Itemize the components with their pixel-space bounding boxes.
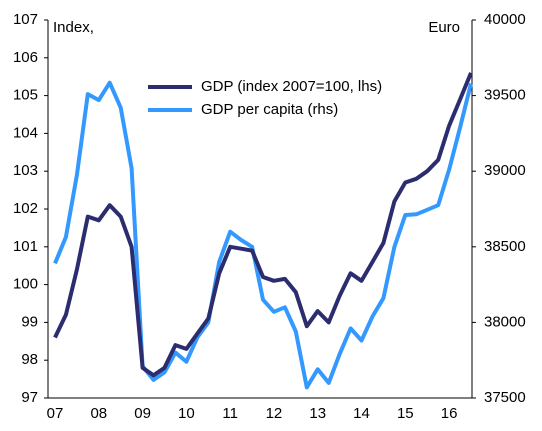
x-tick-label: 07 — [47, 405, 64, 422]
y-tick-label: 105 — [13, 87, 38, 104]
y-tick-label: 104 — [13, 124, 38, 141]
y-tick-label: 98 — [21, 351, 38, 368]
series-line — [53, 72, 473, 378]
x-tick-label: 16 — [441, 405, 458, 422]
y-axis-title: Index, — [53, 19, 94, 36]
y-tick-label: 101 — [13, 238, 38, 255]
x-tick-label: 12 — [266, 405, 283, 422]
y-tick-label: 102 — [13, 200, 38, 217]
y2-tick-label: 40000 — [484, 11, 526, 28]
y2-tick-label: 37500 — [484, 389, 526, 406]
y-tick-label: 106 — [13, 49, 38, 66]
y2-tick-label: 39500 — [484, 87, 526, 104]
x-tick-label: 10 — [178, 405, 195, 422]
x-tick-label: 15 — [397, 405, 414, 422]
y-tick-label: 99 — [21, 313, 38, 330]
x-tick-label: 08 — [90, 405, 107, 422]
y-tick-label: 103 — [13, 162, 38, 179]
y-tick-label: 100 — [13, 276, 38, 293]
x-tick-label: 13 — [309, 405, 326, 422]
y2-tick-label: 38000 — [484, 313, 526, 330]
x-tick-label: 14 — [353, 405, 370, 422]
x-tick-label: 09 — [134, 405, 151, 422]
y-tick-label: 107 — [13, 11, 38, 28]
legend-label: GDP per capita (rhs) — [201, 101, 338, 118]
y2-axis-title: Euro — [428, 19, 460, 36]
x-tick-label: 11 — [222, 405, 238, 422]
legend-label: GDP (index 2007=100, lhs) — [201, 78, 382, 95]
series-line — [53, 80, 473, 390]
y2-tick-label: 39000 — [484, 162, 526, 179]
y-tick-label: 97 — [21, 389, 38, 406]
y2-tick-label: 38500 — [484, 238, 526, 255]
